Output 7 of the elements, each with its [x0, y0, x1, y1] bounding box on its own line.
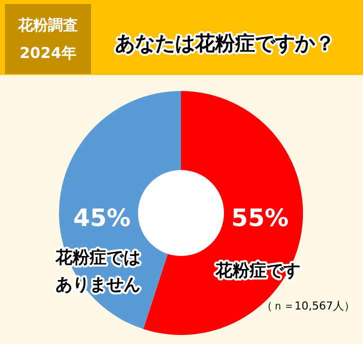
- value-label: 55%: [231, 204, 289, 232]
- title: あなたは花粉症ですか？: [115, 31, 335, 55]
- annotation: 2024年: [20, 44, 76, 62]
- annotation: 花粉調査: [18, 16, 78, 34]
- annotation: （ｎ＝10,567人）: [262, 300, 355, 312]
- category-label: ありません: [56, 275, 140, 295]
- value-label: 45%: [73, 204, 131, 232]
